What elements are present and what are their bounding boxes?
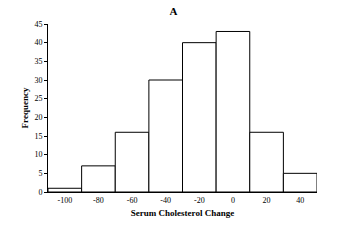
svg-text:10: 10	[34, 150, 42, 159]
svg-text:15: 15	[34, 132, 42, 141]
svg-text:0: 0	[231, 196, 235, 205]
svg-text:25: 25	[34, 94, 42, 103]
svg-text:20: 20	[34, 113, 42, 122]
svg-text:40: 40	[34, 38, 42, 47]
svg-text:Frequency: Frequency	[20, 87, 30, 128]
svg-text:45: 45	[34, 20, 42, 29]
svg-text:-100: -100	[57, 196, 72, 205]
svg-text:-40: -40	[160, 196, 171, 205]
svg-text:-20: -20	[194, 196, 205, 205]
svg-text:30: 30	[34, 76, 42, 85]
svg-text:0: 0	[38, 188, 42, 197]
svg-text:20: 20	[263, 196, 271, 205]
svg-text:35: 35	[34, 57, 42, 66]
svg-text:5: 5	[38, 169, 42, 178]
svg-text:Serum Cholesterol Change: Serum Cholesterol Change	[131, 208, 234, 218]
svg-text:A: A	[170, 5, 178, 17]
svg-text:-80: -80	[93, 196, 104, 205]
svg-text:-60: -60	[127, 196, 138, 205]
svg-text:40: 40	[296, 196, 304, 205]
